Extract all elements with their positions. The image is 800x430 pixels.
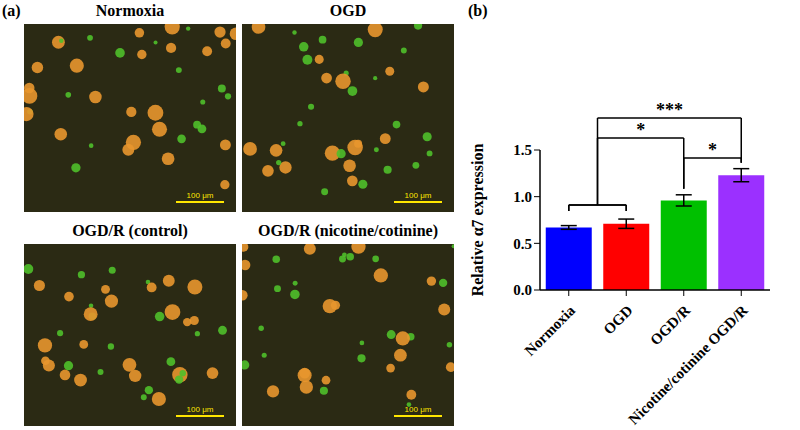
svg-text:OGD/R: OGD/R <box>647 302 693 348</box>
html-text:OGD/R (control): OGD/R (control) <box>72 222 188 239</box>
svg-text:Normoxia: Normoxia <box>522 302 579 359</box>
svg-text:Relative α7 expression: Relative α7 expression <box>469 144 487 297</box>
html-text:Normoxia: Normoxia <box>95 2 165 19</box>
html-text:OGD: OGD <box>329 2 367 19</box>
svg-text:100 μm: 100 μm <box>405 405 432 414</box>
svg-text:100 μm: 100 μm <box>187 191 214 200</box>
svg-text:***: *** <box>656 100 683 120</box>
svg-text:*: * <box>708 140 717 160</box>
html-text:(b): (b) <box>468 2 488 19</box>
svg-text:1.0: 1.0 <box>513 189 532 205</box>
svg-text:1.5: 1.5 <box>513 142 532 158</box>
svg-text:Nicotine/cotinine OGD/R: Nicotine/cotinine OGD/R <box>625 302 750 427</box>
svg-text:0.0: 0.0 <box>513 282 532 298</box>
svg-text:100 μm: 100 μm <box>187 405 214 414</box>
svg-text:100 μm: 100 μm <box>405 191 432 200</box>
html-text:(a): (a) <box>2 2 21 19</box>
html-text:OGD/R (nicotine/cotinine): OGD/R (nicotine/cotinine) <box>258 222 438 239</box>
svg-text:OGD: OGD <box>600 302 636 338</box>
svg-text:0.5: 0.5 <box>513 236 532 252</box>
svg-text:*: * <box>636 120 645 140</box>
